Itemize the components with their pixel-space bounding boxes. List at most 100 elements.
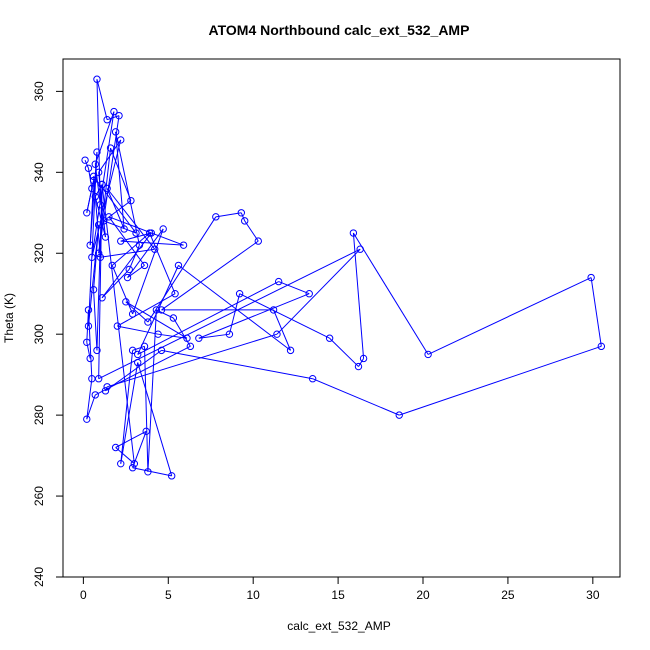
- data-point: [140, 342, 149, 351]
- data-point: [84, 164, 93, 172]
- series-segment: [101, 232, 152, 299]
- data-point: [117, 459, 125, 468]
- y-axis: 240 260 280 300 320 340 360: [32, 81, 64, 587]
- series-layer: [81, 75, 606, 480]
- y-tick-label: 280: [32, 405, 46, 425]
- series-segment: [110, 147, 132, 201]
- series-segment: [84, 159, 89, 169]
- data-point: [81, 156, 89, 164]
- series-segment: [98, 184, 103, 379]
- series-segment: [107, 333, 278, 388]
- series-segment: [198, 333, 230, 339]
- series-segment: [106, 115, 120, 121]
- series-segment: [278, 281, 310, 295]
- series-segment: [137, 362, 173, 476]
- series-segment: [198, 293, 310, 339]
- series-segment: [228, 293, 241, 335]
- data-point: [93, 148, 101, 156]
- series-segment: [91, 111, 115, 258]
- data-point: [130, 459, 139, 468]
- data-point: [254, 237, 262, 245]
- series-segment: [98, 115, 120, 254]
- data-point: [91, 192, 99, 201]
- data-point: [241, 217, 249, 225]
- series-segment: [108, 216, 145, 266]
- series-segment: [120, 350, 134, 464]
- data-point: [117, 136, 125, 144]
- series-segment: [147, 309, 157, 472]
- data-point: [98, 180, 106, 189]
- data-point: [237, 209, 246, 217]
- series-segment: [358, 358, 364, 367]
- data-point: [93, 75, 101, 83]
- data-point: [174, 261, 183, 270]
- series-segment: [87, 309, 93, 379]
- series-segment: [111, 232, 150, 266]
- data-point: [597, 342, 606, 351]
- x-tick-label: 5: [165, 588, 172, 602]
- data-point: [235, 290, 244, 298]
- data-point: [157, 346, 166, 355]
- series-segment: [276, 248, 361, 335]
- data-point: [94, 249, 103, 257]
- data-point: [424, 350, 432, 359]
- data-point: [94, 168, 103, 177]
- y-tick-label: 240: [32, 567, 46, 587]
- series-segment: [144, 346, 149, 472]
- data-point: [128, 310, 137, 318]
- data-point: [349, 229, 358, 237]
- data-point: [195, 334, 203, 342]
- y-tick-label: 300: [32, 324, 46, 344]
- series-segment: [149, 232, 176, 294]
- series-segment: [86, 394, 96, 420]
- x-axis: 0 5 10 15 20 25 30: [80, 576, 600, 602]
- series-segment: [240, 212, 246, 222]
- data-point: [88, 184, 96, 193]
- series-segment: [108, 216, 184, 246]
- y-tick-label: 320: [32, 243, 46, 263]
- data-point: [140, 261, 149, 270]
- x-tick-label: 15: [331, 588, 345, 602]
- series-segment: [93, 176, 137, 234]
- data-point: [142, 427, 150, 436]
- data-point: [186, 342, 195, 351]
- data-point: [128, 346, 137, 355]
- series-segment: [117, 325, 159, 335]
- data-point: [86, 241, 94, 249]
- series-segment: [273, 309, 292, 351]
- data-point: [132, 229, 140, 237]
- data-point: [89, 172, 98, 181]
- series-segment: [86, 309, 89, 343]
- data-point: [113, 322, 122, 330]
- data-point: [286, 346, 295, 355]
- series-segment: [147, 216, 217, 323]
- data-point: [105, 213, 113, 221]
- series-segment: [132, 431, 147, 468]
- data-point: [125, 265, 133, 274]
- data-point: [89, 176, 98, 185]
- series-segment: [125, 301, 149, 323]
- series-segment: [87, 152, 98, 327]
- data-point: [120, 225, 128, 233]
- x-tick-label: 25: [501, 588, 515, 602]
- data-point: [274, 277, 283, 286]
- data-point: [154, 330, 162, 338]
- x-tick-label: 10: [247, 588, 261, 602]
- series-segment: [103, 220, 137, 234]
- data-point: [151, 245, 159, 253]
- series-segment: [115, 131, 125, 230]
- series-segment: [132, 345, 145, 351]
- data-point: [96, 200, 105, 209]
- data-point: [89, 285, 98, 294]
- data-point: [106, 144, 115, 152]
- data-point: [115, 111, 123, 120]
- data-point: [93, 346, 101, 355]
- series-segment: [98, 248, 361, 380]
- y-axis-label: Theta (K): [2, 293, 16, 343]
- data-point: [91, 391, 99, 399]
- data-point: [88, 375, 96, 383]
- data-point: [84, 306, 93, 314]
- data-point: [134, 350, 142, 359]
- data-point: [91, 160, 99, 168]
